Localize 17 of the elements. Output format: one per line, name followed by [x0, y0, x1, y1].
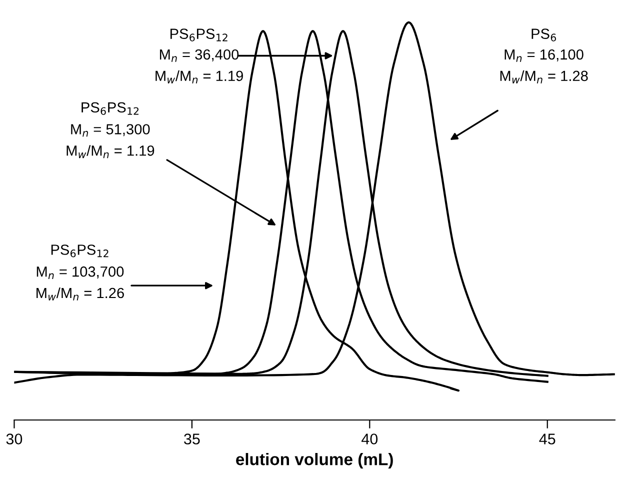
x-axis-title: elution volume (mL): [236, 452, 393, 469]
annotation: M$_{w}$/M$_{n}$ = 1.19: [66, 145, 154, 158]
annotation: PS$_{6}$: [532, 28, 556, 42]
x-tick-label: 40: [362, 434, 378, 444]
x-tick-label: 30: [6, 434, 22, 444]
annotation: PS$_{6}$PS$_{12}$: [51, 244, 108, 258]
x-tick-label: 35: [184, 434, 200, 444]
x-tick-label: 45: [539, 434, 556, 444]
annotation: PS$_{6}$PS$_{12}$: [82, 102, 138, 115]
annotation: M$_{n}$ = 51,300: [71, 124, 150, 137]
annotation: M$_{n}$ = 16,100: [504, 49, 584, 62]
annotation: PS$_{6}$PS$_{12}$: [170, 28, 228, 42]
annotation: M$_{n}$ = 103,700: [36, 266, 124, 280]
annotation: M$_{w}$/M$_{n}$ = 1.19: [156, 70, 243, 84]
annotation: M$_{w}$/M$_{n}$ = 1.28: [500, 70, 588, 84]
annotation: M$_{w}$/M$_{n}$ = 1.26: [36, 287, 124, 300]
annotation: M$_{n}$ = 36,400: [160, 49, 239, 62]
